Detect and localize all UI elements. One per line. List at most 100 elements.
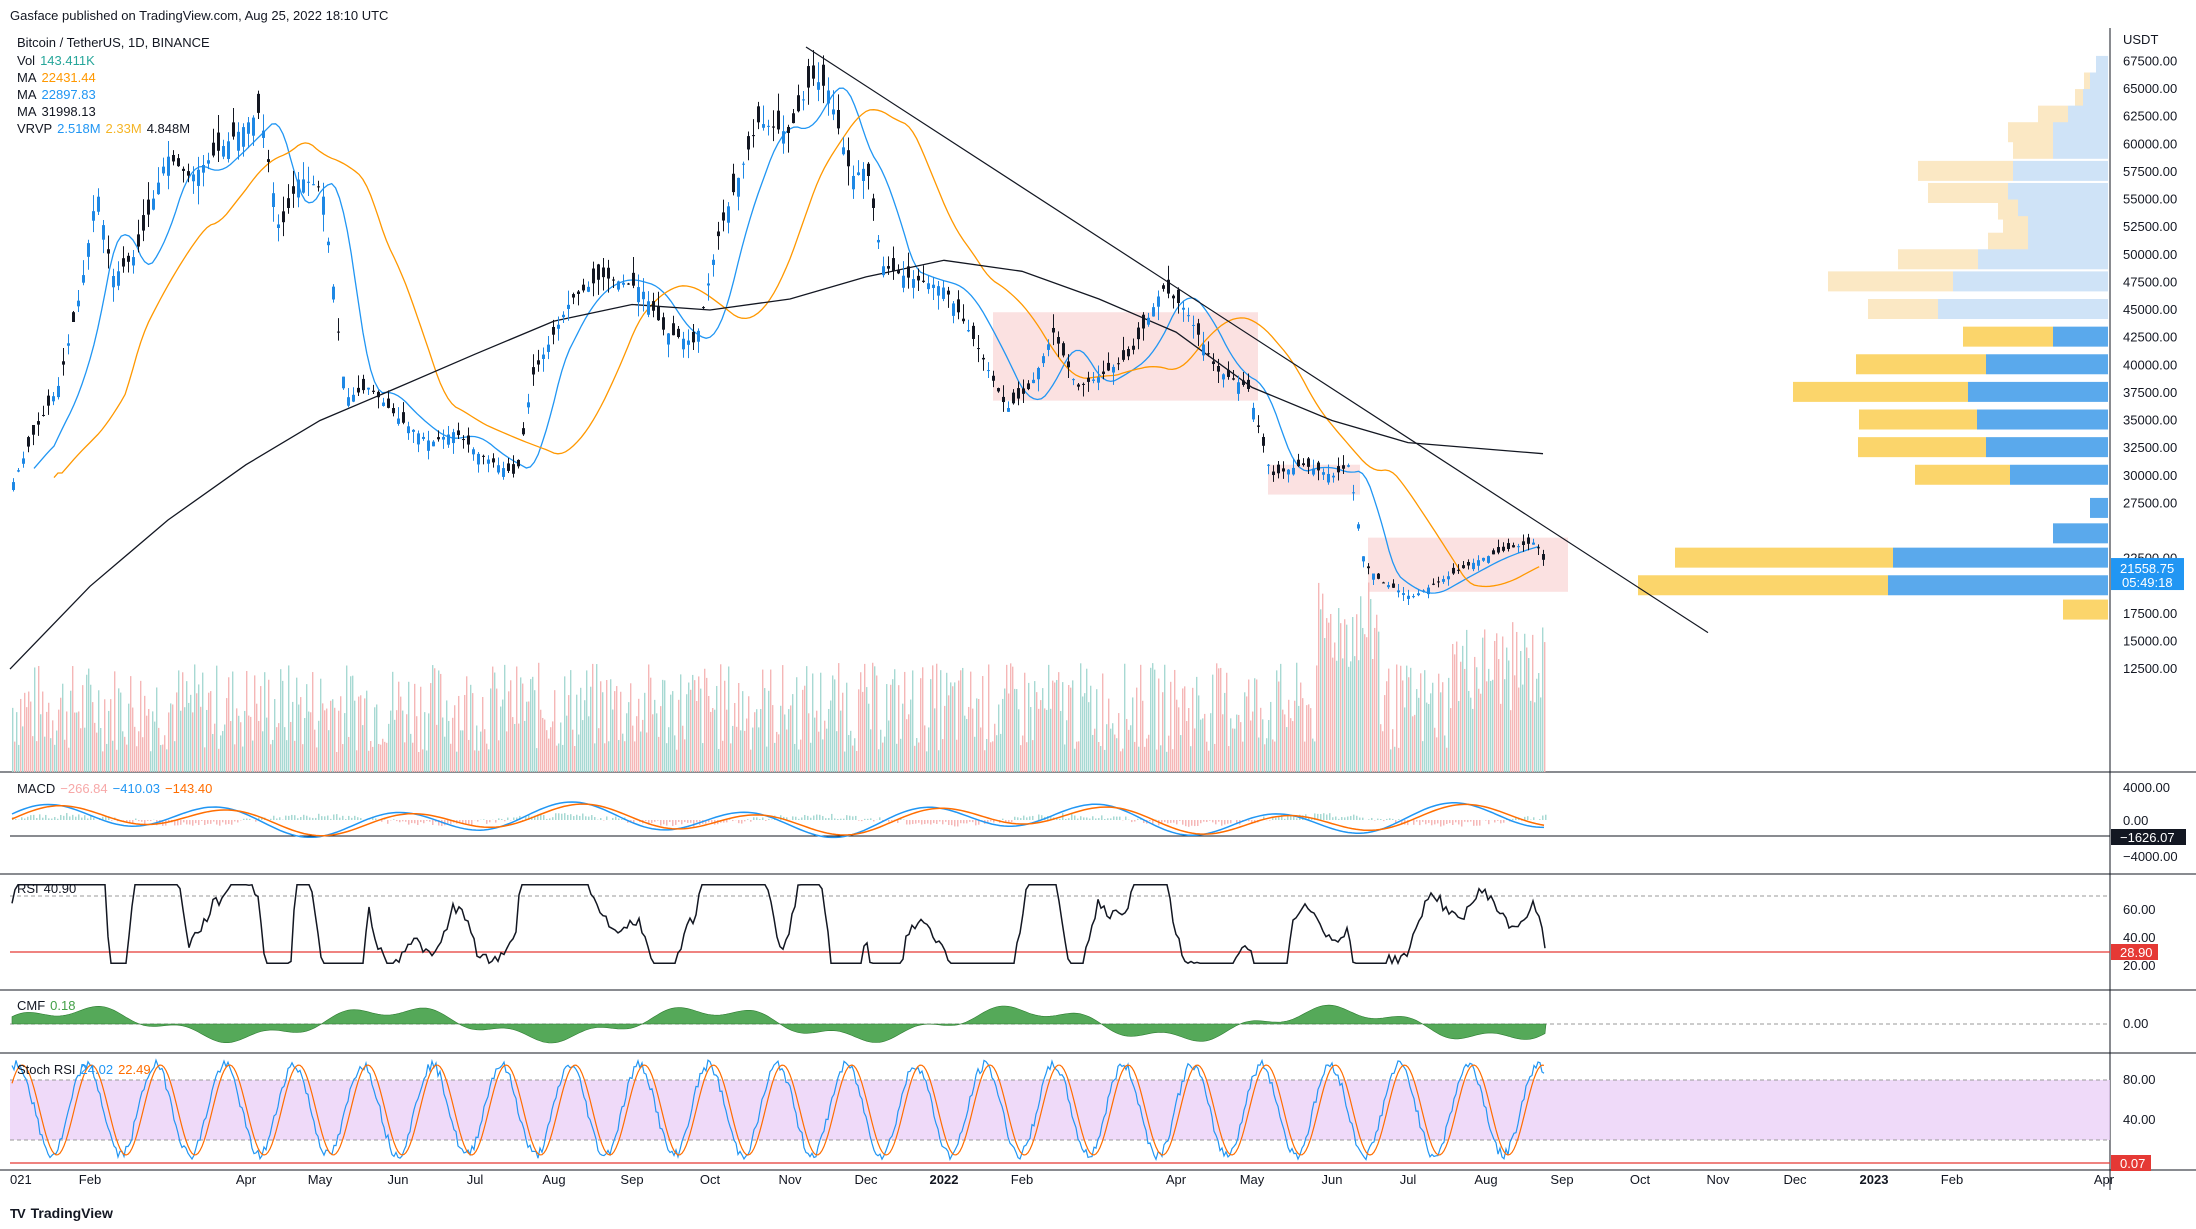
candle-body xyxy=(717,231,720,237)
volume-bar xyxy=(234,744,236,772)
macd-histogram-bar xyxy=(1185,820,1187,827)
macd-histogram-bar xyxy=(36,818,38,820)
volume-bar xyxy=(566,715,568,772)
volume-bar xyxy=(1040,700,1042,772)
candle-body xyxy=(152,198,155,210)
candle-body xyxy=(527,402,530,408)
candle-body xyxy=(1512,545,1515,548)
candle-body xyxy=(652,301,655,311)
macd-histogram-bar xyxy=(669,820,671,822)
volume-bar xyxy=(560,722,562,772)
volume-bar xyxy=(1484,629,1486,772)
macd-histogram-bar xyxy=(75,816,77,820)
macd-histogram-bar xyxy=(1341,817,1343,820)
volume-bar xyxy=(1126,718,1128,772)
volume-bar xyxy=(1302,698,1304,772)
volume-bar xyxy=(1174,669,1176,772)
rsi-value-badge xyxy=(2111,944,2158,960)
volume-bar xyxy=(54,744,56,772)
rsi-value: 40.90 xyxy=(43,881,77,896)
volume-bar xyxy=(602,692,604,772)
volume-bar xyxy=(1448,677,1450,772)
candle-body xyxy=(732,173,735,193)
volume-bar xyxy=(1114,734,1116,772)
volume-bar xyxy=(688,682,690,772)
volume-bar xyxy=(636,716,638,772)
candle-body xyxy=(602,267,605,278)
volume-bar xyxy=(1234,728,1236,772)
volume-bar xyxy=(1450,708,1452,772)
volume-bar xyxy=(1268,720,1270,772)
macd-histogram-bar xyxy=(870,818,872,820)
price-tick-label: 47500.00 xyxy=(2123,274,2177,289)
volume-bar xyxy=(242,746,244,772)
volume-bar xyxy=(1196,676,1198,772)
macd-histogram-bar xyxy=(1218,820,1220,822)
volume-bar xyxy=(390,710,392,772)
volume-bar xyxy=(1466,629,1468,772)
volume-bar xyxy=(1290,718,1292,772)
volume-bar xyxy=(562,744,564,772)
macd-label: MACD xyxy=(17,781,56,796)
cmf-value: 0.18 xyxy=(50,998,76,1013)
volume-bar xyxy=(102,751,104,772)
candle-body xyxy=(1412,596,1415,598)
volume-bar xyxy=(758,727,760,772)
candle-body xyxy=(1192,324,1195,326)
price-tick-label: 37500.00 xyxy=(2123,385,2177,400)
volume-bar xyxy=(528,701,530,772)
volume-bar xyxy=(1538,673,1540,772)
volume-bar xyxy=(1506,647,1508,772)
macd-histogram-bar xyxy=(447,820,449,825)
volume-bar xyxy=(1062,682,1064,772)
macd-histogram-bar xyxy=(69,816,71,820)
volume-bar xyxy=(922,667,924,772)
candle-body xyxy=(272,193,275,208)
volume-bar xyxy=(582,720,584,772)
volume-bar xyxy=(1394,746,1396,772)
tradingview-brand[interactable]: TV TradingView xyxy=(10,1205,113,1221)
volume-bar xyxy=(1010,663,1012,772)
candle-body xyxy=(372,390,375,392)
volume-bar xyxy=(844,751,846,772)
volume-bar xyxy=(666,743,668,772)
candle-body xyxy=(1107,362,1110,371)
candle-body xyxy=(1002,396,1005,403)
macd-histogram-bar xyxy=(1512,818,1514,820)
volume-bar xyxy=(1440,692,1442,772)
vrvp-sell-bar xyxy=(2075,89,2083,110)
macd-histogram-bar xyxy=(1380,819,1382,820)
price-tick-label: 40000.00 xyxy=(2123,357,2177,372)
candle-body xyxy=(522,428,525,435)
volume-bar xyxy=(970,671,972,772)
candle-body xyxy=(332,286,335,300)
volume-bar xyxy=(268,679,270,772)
macd-histogram-bar xyxy=(57,818,59,820)
macd-histogram-bar xyxy=(33,814,35,820)
volume-bar xyxy=(140,680,142,772)
volume-bar xyxy=(1518,687,1520,772)
volume-bar xyxy=(432,665,434,772)
volume-bar xyxy=(598,728,600,772)
volume-bar xyxy=(920,678,922,772)
rsi-badge-label: 28.90 xyxy=(2120,945,2153,960)
volume-bar xyxy=(204,747,206,772)
volume-bar xyxy=(1218,668,1220,772)
volume-bar xyxy=(818,731,820,772)
volume-bar xyxy=(132,707,134,772)
volume-bar xyxy=(290,721,292,772)
volume-bar xyxy=(856,750,858,772)
candle-body xyxy=(932,284,935,288)
candle-body xyxy=(907,266,910,278)
vrvp-sell-bar xyxy=(1918,160,2013,181)
volume-bar xyxy=(1372,659,1374,772)
macd-histogram-bar xyxy=(414,820,416,824)
candle-body xyxy=(177,158,180,167)
macd-histogram-bar xyxy=(249,818,251,820)
macd-histogram-bar xyxy=(795,816,797,820)
candle-body xyxy=(972,325,975,339)
volume-bar xyxy=(754,712,756,772)
volume-bar xyxy=(442,717,444,772)
macd-histogram-bar xyxy=(963,820,965,824)
